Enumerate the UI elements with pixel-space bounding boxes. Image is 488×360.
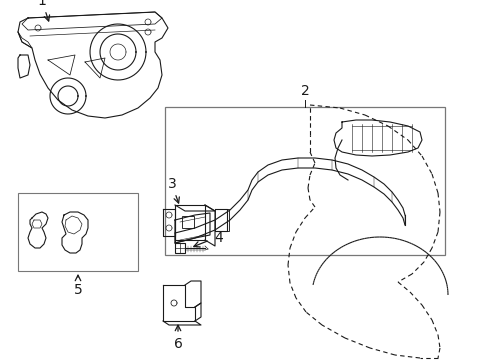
Bar <box>18 193 138 271</box>
Bar <box>182 216 194 228</box>
Bar <box>164 107 444 255</box>
Bar <box>175 243 184 253</box>
Text: 3: 3 <box>167 177 176 191</box>
Text: 1: 1 <box>38 0 46 8</box>
Text: 5: 5 <box>74 283 82 297</box>
Text: 6: 6 <box>173 337 182 351</box>
Bar <box>175 205 204 240</box>
Bar <box>215 209 228 231</box>
Text: 4: 4 <box>214 231 223 245</box>
Text: 2: 2 <box>300 84 309 98</box>
